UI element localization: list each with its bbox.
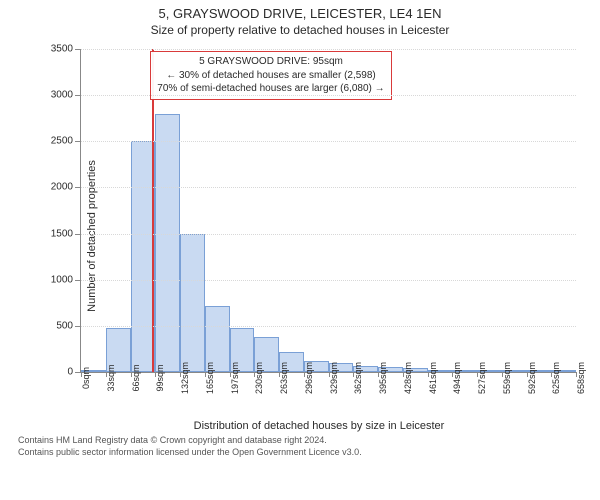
annotation-line1: 5 GRAYSWOOD DRIVE: 95sqm [157, 55, 384, 69]
gridline [81, 141, 576, 142]
x-tick-label: 0sqm [81, 367, 91, 389]
x-tick-label: 165sqm [205, 362, 215, 394]
x-tick-label: 230sqm [254, 362, 264, 394]
x-tick-label: 559sqm [502, 362, 512, 394]
x-tick-label: 527sqm [477, 362, 487, 394]
x-tick-label: 395sqm [378, 362, 388, 394]
y-tick [75, 234, 81, 235]
y-tick-label: 2000 [51, 182, 73, 193]
y-tick [75, 95, 81, 96]
gridline [81, 49, 576, 50]
x-tick-label: 625sqm [551, 362, 561, 394]
x-tick-label: 296sqm [304, 362, 314, 394]
y-tick [75, 141, 81, 142]
histogram-bar [155, 114, 180, 372]
plot-area: 5 GRAYSWOOD DRIVE: 95sqm ← 30% of detach… [80, 49, 576, 373]
y-tick-label: 0 [67, 367, 73, 378]
footer-line1: Contains HM Land Registry data © Crown c… [18, 435, 590, 447]
annotation-box: 5 GRAYSWOOD DRIVE: 95sqm ← 30% of detach… [150, 51, 391, 100]
x-tick-label: 132sqm [180, 362, 190, 394]
x-tick-label: 658sqm [576, 362, 586, 394]
gridline [81, 280, 576, 281]
x-tick-label: 428sqm [403, 362, 413, 394]
y-tick [75, 280, 81, 281]
footer-line2: Contains public sector information licen… [18, 447, 590, 459]
gridline [81, 95, 576, 96]
x-tick-label: 494sqm [452, 362, 462, 394]
y-tick [75, 326, 81, 327]
gridline [81, 234, 576, 235]
x-tick-label: 329sqm [329, 362, 339, 394]
y-tick [75, 49, 81, 50]
gridline [81, 326, 576, 327]
y-tick-label: 500 [56, 320, 73, 331]
chart-subtitle: Size of property relative to detached ho… [10, 23, 590, 37]
histogram-bar [180, 234, 205, 372]
x-tick-label: 263sqm [279, 362, 289, 394]
x-tick-label: 592sqm [527, 362, 537, 394]
x-axis-label: Distribution of detached houses by size … [58, 420, 580, 432]
x-tick-label: 33sqm [106, 364, 116, 391]
y-tick [75, 187, 81, 188]
y-tick-label: 3000 [51, 90, 73, 101]
x-tick-label: 99sqm [155, 364, 165, 391]
page-title: 5, GRAYSWOOD DRIVE, LEICESTER, LE4 1EN [10, 6, 590, 21]
y-tick-label: 2500 [51, 136, 73, 147]
x-tick-label: 197sqm [230, 362, 240, 394]
annotation-line3: 70% of semi-detached houses are larger (… [157, 82, 384, 96]
x-tick-label: 66sqm [131, 364, 141, 391]
annotation-line2: ← 30% of detached houses are smaller (2,… [157, 69, 384, 83]
y-tick-label: 1500 [51, 228, 73, 239]
x-tick-label: 362sqm [353, 362, 363, 394]
chart-container: Number of detached properties 5 GRAYSWOO… [58, 41, 580, 431]
y-tick-label: 1000 [51, 274, 73, 285]
footer: Contains HM Land Registry data © Crown c… [18, 435, 590, 458]
gridline [81, 187, 576, 188]
y-tick-label: 3500 [51, 44, 73, 55]
x-tick-label: 461sqm [428, 362, 438, 394]
